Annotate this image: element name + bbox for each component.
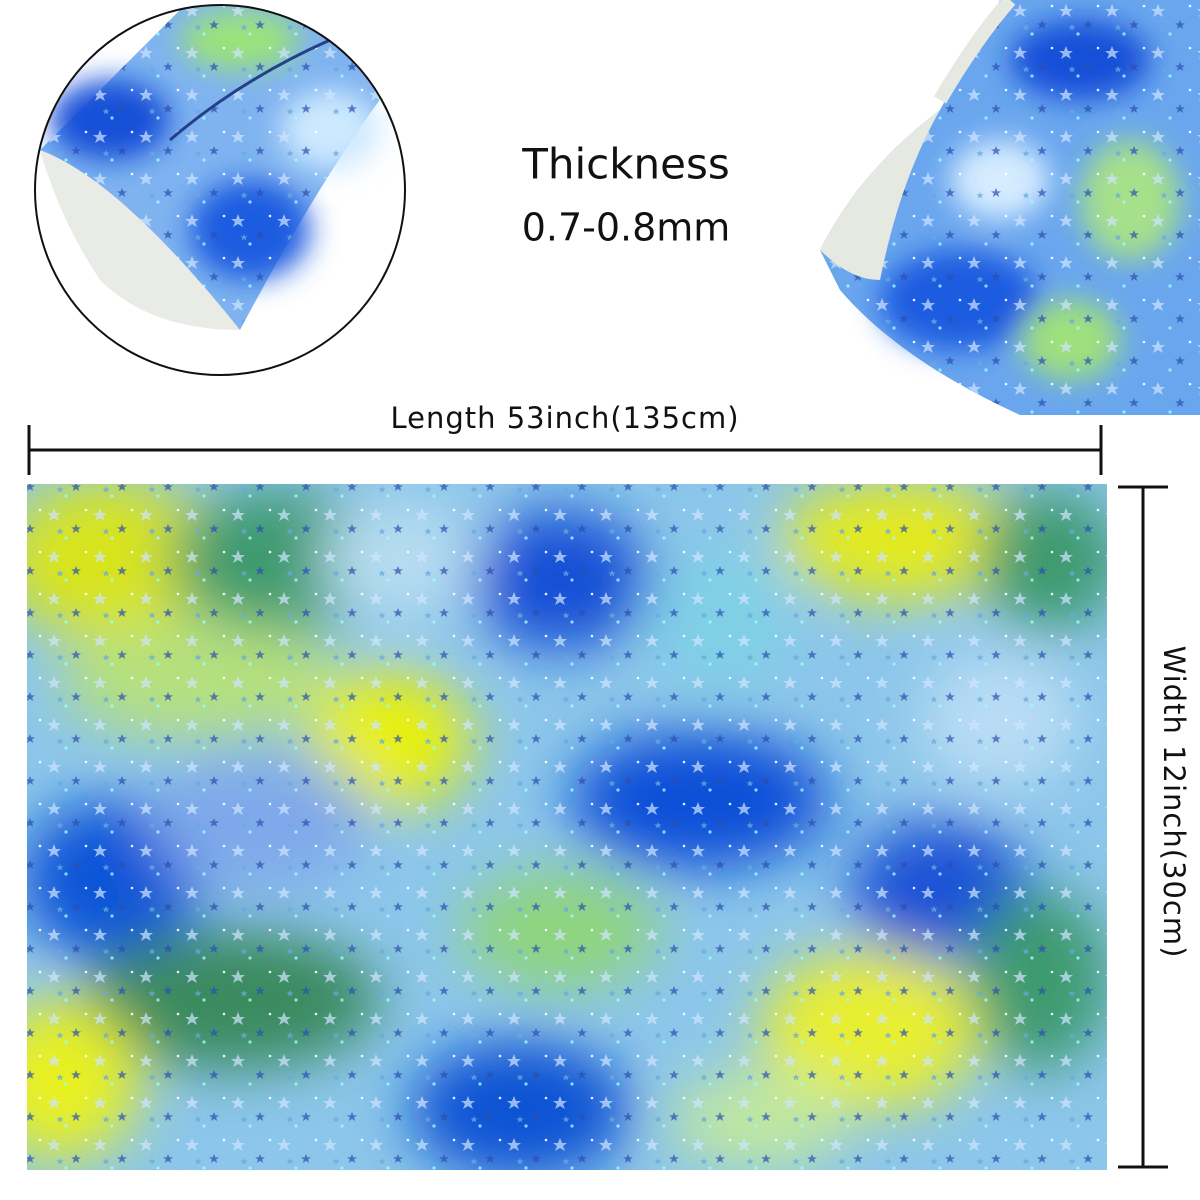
rolled-sheet xyxy=(820,0,1200,415)
circle-border xyxy=(34,4,406,376)
thickness-value: 0.7-0.8mm xyxy=(522,206,731,250)
length-dimension xyxy=(27,425,1103,475)
thickness-label: Thickness xyxy=(521,140,730,189)
sheet-swatch xyxy=(27,484,1107,1170)
width-dimension xyxy=(1118,485,1168,1169)
width-label: Width 12inch(30cm) xyxy=(1157,646,1191,959)
detail-circle xyxy=(35,5,405,375)
length-label: Length 53inch(135cm) xyxy=(390,401,739,435)
